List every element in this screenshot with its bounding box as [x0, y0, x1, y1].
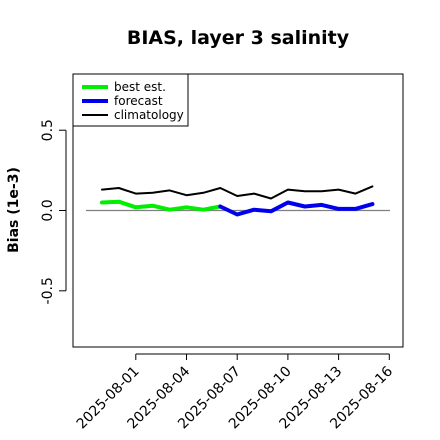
legend-label: forecast: [114, 94, 163, 108]
legend-label: best est.: [114, 80, 166, 94]
y-tick-label: 0.5: [40, 119, 56, 141]
plot-frame: [72, 73, 404, 348]
y-axis: -0.5 0.0 0.5: [40, 119, 67, 304]
series-line-climatology: [101, 185, 374, 200]
series-line-best-est: [100, 199, 223, 212]
chart-title: BIAS, layer 3 salinity: [127, 27, 350, 49]
y-tick-label: -0.5: [40, 277, 56, 304]
series-line-forecast: [218, 200, 375, 217]
y-axis-label: Bias (1e-3): [6, 167, 22, 253]
y-tick-label: 0.0: [40, 199, 56, 221]
series-layer: [100, 185, 375, 217]
legend-label: climatology: [114, 108, 184, 122]
x-axis: 2025-08-012025-08-042025-08-072025-08-10…: [74, 353, 396, 432]
